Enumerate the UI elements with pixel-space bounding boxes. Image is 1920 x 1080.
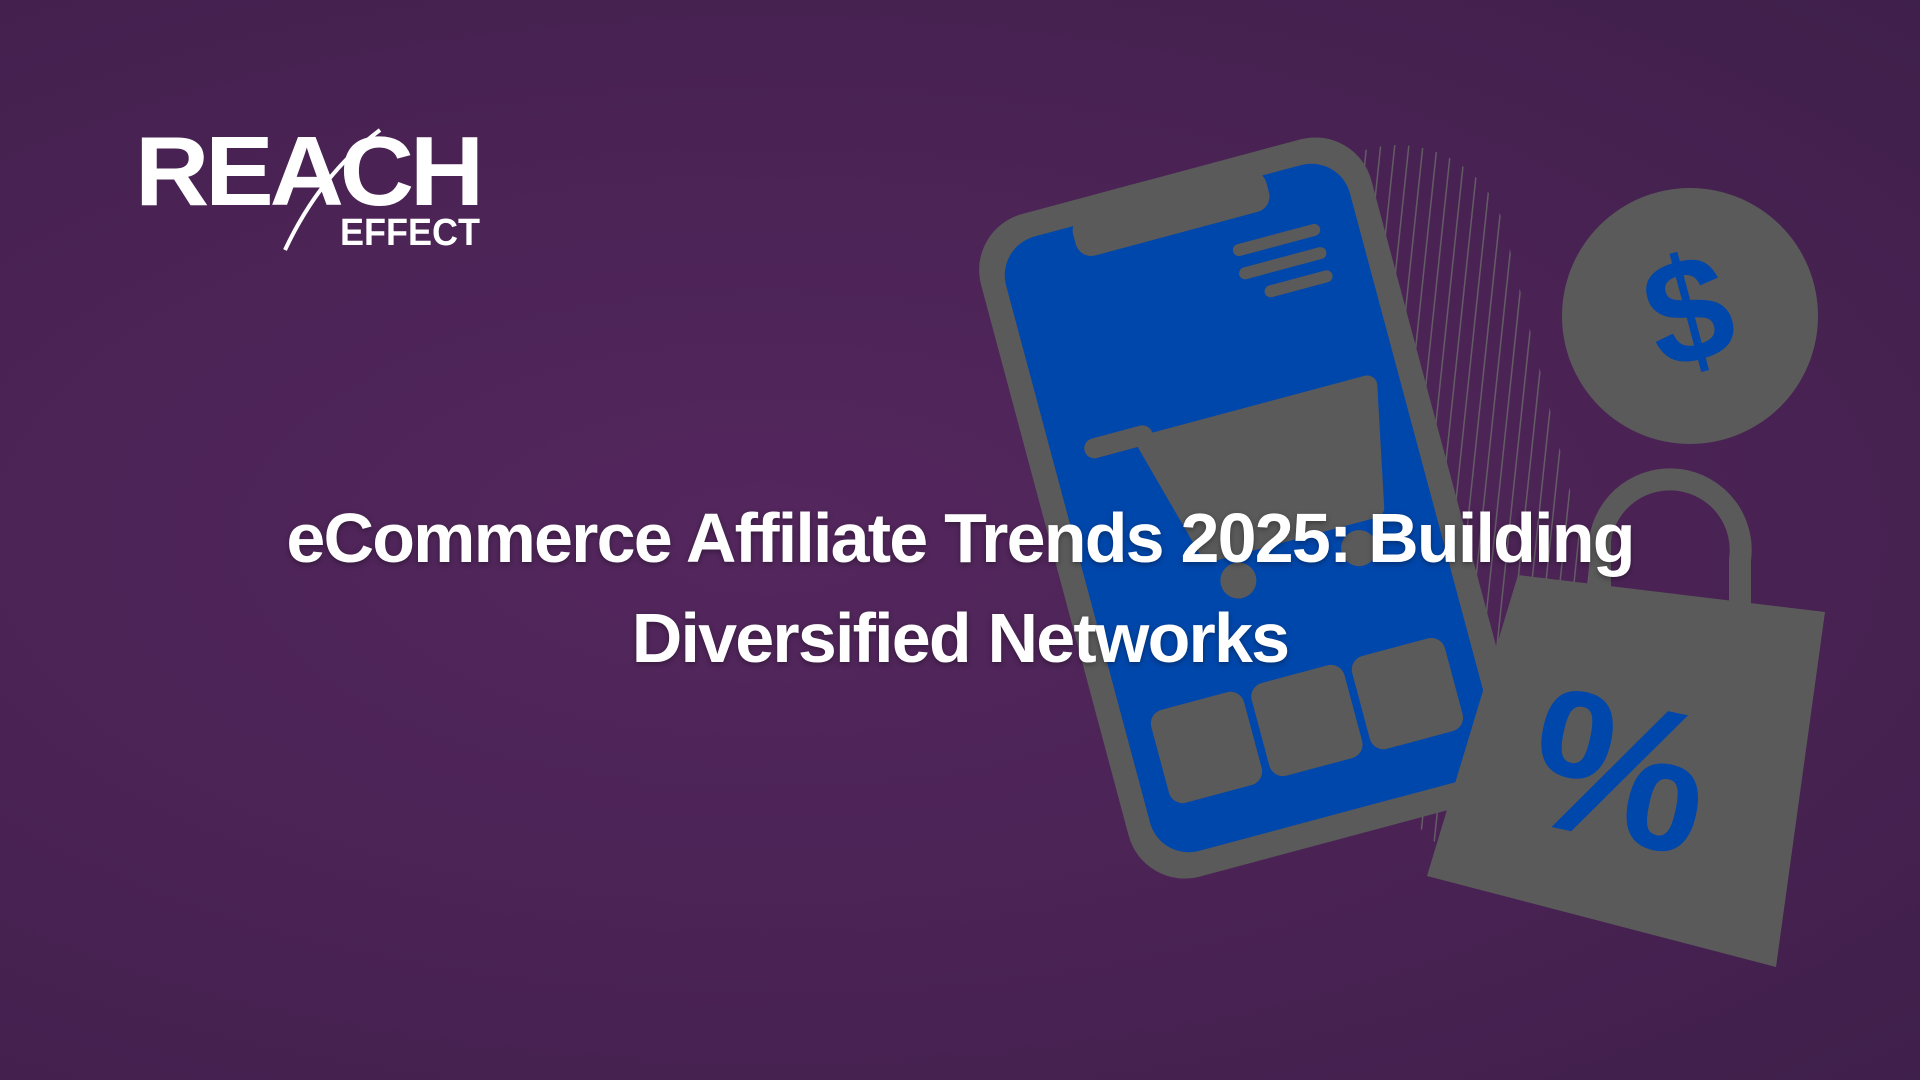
- shopping-cart-icon: [1084, 375, 1385, 599]
- shopping-bag-percent-icon: %: [1427, 468, 1825, 967]
- dollar-coin-icon: $: [1562, 188, 1818, 444]
- title-line-1: eCommerce Affiliate Trends 2025: Buildin…: [286, 499, 1635, 577]
- svg-text:EFFECT: EFFECT: [340, 212, 480, 254]
- smartphone-icon: [979, 137, 1521, 879]
- reach-effect-logo: REACH EFFECT: [135, 125, 484, 254]
- page-title: eCommerce Affiliate Trends 2025: Buildin…: [0, 488, 1920, 688]
- title-line-2: Diversified Networks: [631, 599, 1290, 677]
